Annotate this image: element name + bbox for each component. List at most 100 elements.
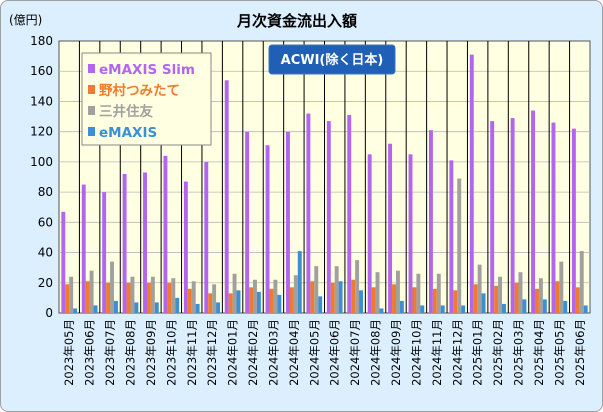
bar-0 — [571, 128, 576, 313]
bar-1 — [65, 284, 70, 313]
bar-1 — [187, 288, 192, 313]
bar-3 — [461, 305, 466, 313]
x-tick-label: 2024年07月 — [348, 319, 362, 386]
bar-3 — [318, 296, 323, 313]
x-tick-label: 2024年06月 — [328, 319, 342, 386]
x-tick-label: 2025年04月 — [532, 319, 546, 386]
bar-3 — [338, 281, 343, 313]
bar-2 — [457, 178, 462, 313]
bar-1 — [146, 282, 151, 313]
x-tick-label: 2024年04月 — [287, 319, 301, 386]
legend-swatch — [88, 85, 95, 94]
chart-title: 月次資金流出入額 — [236, 12, 357, 30]
x-tick-label: 2024年09月 — [389, 319, 403, 386]
bar-2 — [477, 264, 482, 313]
bar-3 — [113, 300, 118, 313]
bar-1 — [106, 282, 111, 313]
legend-box — [81, 52, 212, 146]
bar-0 — [347, 115, 352, 314]
bar-2 — [253, 279, 257, 313]
bar-2 — [355, 260, 360, 313]
x-tick-label: 2023年12月 — [205, 319, 219, 386]
bar-2 — [579, 251, 584, 313]
bar-1 — [208, 293, 213, 313]
bar-1 — [371, 287, 376, 313]
x-tick-label: 2023年05月 — [62, 319, 76, 386]
bar-1 — [351, 279, 356, 313]
bar-1 — [494, 285, 499, 313]
bar-2 — [130, 276, 135, 313]
bar-1 — [167, 282, 172, 313]
bar-0 — [326, 121, 331, 313]
bar-2 — [436, 273, 441, 313]
bar-1 — [535, 288, 539, 313]
bar-1 — [432, 288, 437, 313]
y-tick-label: 0 — [45, 306, 53, 320]
bar-2 — [171, 278, 176, 313]
annotation-text: ACWI(除く日本) — [281, 52, 384, 68]
bar-3 — [420, 305, 425, 313]
bar-0 — [469, 54, 474, 313]
plot-area: 0 20 40 60 80 100 120 140 160 180 2023年05月 2023年06月… — [30, 34, 591, 386]
bar-3 — [154, 302, 159, 313]
bar-2 — [273, 279, 278, 313]
bar-2 — [375, 272, 380, 313]
bar-0 — [306, 113, 311, 314]
bar-0 — [122, 173, 127, 313]
x-tick-label: 2025年03月 — [512, 319, 526, 386]
bar-1 — [453, 290, 458, 313]
bar-0 — [367, 154, 372, 313]
bar-3 — [481, 293, 486, 313]
bar-2 — [416, 273, 421, 313]
y-tick-label: 100 — [30, 155, 53, 169]
x-tick-label: 2024年08月 — [369, 319, 383, 386]
bar-0 — [81, 184, 86, 313]
bar-2 — [314, 266, 319, 313]
bar-0 — [143, 172, 147, 313]
bar-1 — [514, 282, 519, 313]
bar-2 — [293, 275, 298, 313]
bar-0 — [510, 118, 515, 313]
bar-2 — [232, 273, 237, 313]
legend-label: eMAXIS Slim — [99, 62, 195, 78]
y-unit-label: (億円) — [9, 13, 42, 27]
bar-1 — [412, 287, 417, 313]
x-tick-label: 2025年02月 — [491, 319, 505, 386]
x-tick-label: 2024年12月 — [450, 319, 464, 386]
bar-3 — [542, 299, 547, 313]
x-tick-label: 2025年05月 — [552, 319, 566, 386]
bar-1 — [249, 287, 254, 313]
bar-1 — [392, 284, 396, 313]
bar-2 — [334, 266, 339, 313]
bar-0 — [428, 130, 433, 313]
bar-0 — [102, 192, 107, 313]
bar-0 — [163, 155, 168, 313]
bar-0 — [449, 160, 454, 313]
legend-swatch — [88, 106, 95, 115]
x-tick-label: 2023年09月 — [144, 319, 158, 386]
x-tick-label: 2023年08月 — [123, 319, 137, 386]
bar-3 — [216, 302, 221, 313]
bar-3 — [73, 308, 78, 313]
bar-2 — [150, 276, 155, 313]
bar-3 — [93, 305, 98, 313]
bar-2 — [395, 270, 400, 313]
bar-0 — [224, 80, 229, 314]
bar-2 — [538, 278, 543, 313]
bar-1 — [473, 284, 478, 313]
x-tick-label: 2024年02月 — [246, 319, 260, 386]
bar-2 — [212, 284, 217, 313]
x-tick-label: 2023年10月 — [164, 319, 178, 386]
x-tick-label: 2024年03月 — [266, 319, 280, 386]
bar-2 — [69, 276, 74, 313]
bar-0 — [551, 122, 556, 313]
legend-swatch — [88, 64, 95, 73]
bar-0 — [204, 161, 209, 313]
bar-0 — [408, 154, 413, 313]
x-tick-label: 2024年11月 — [430, 319, 444, 386]
bar-1 — [269, 288, 274, 313]
bar-0 — [183, 181, 188, 313]
bar-0 — [61, 211, 66, 313]
